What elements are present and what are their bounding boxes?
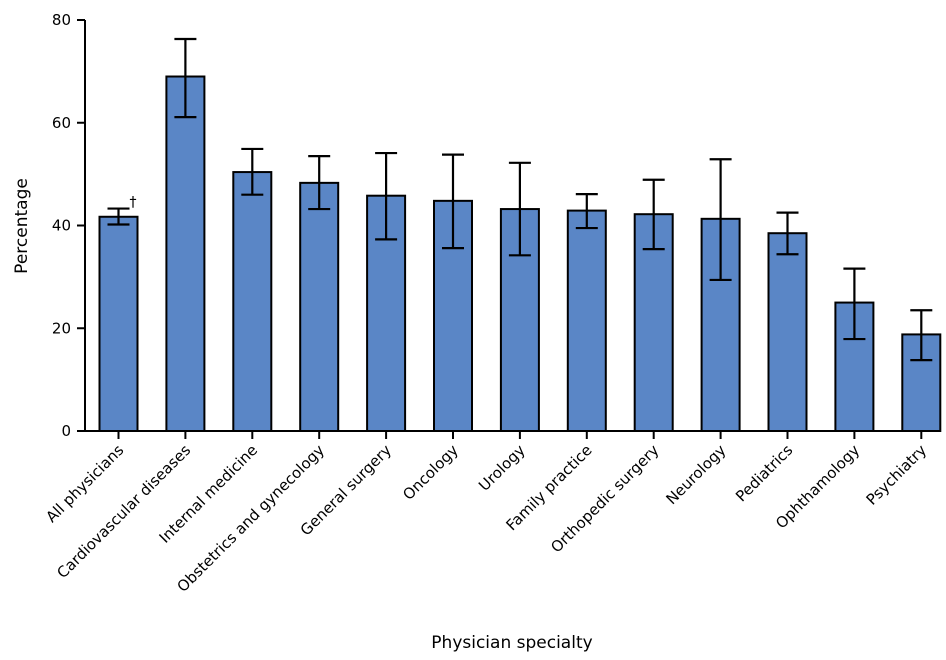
x-tick-label: Oncology xyxy=(399,441,462,504)
bar xyxy=(299,181,340,432)
error-bar xyxy=(642,178,665,251)
y-tick-label: 0 xyxy=(61,422,71,440)
error-bar xyxy=(174,37,197,119)
bar xyxy=(165,75,206,432)
y-tick-label: 20 xyxy=(52,319,71,337)
error-bar xyxy=(308,155,331,211)
annotations-group: † xyxy=(130,195,137,211)
y-tick-label: 60 xyxy=(52,114,71,132)
x-tick-label: Pediatrics xyxy=(732,441,796,505)
y-tick-label: 80 xyxy=(52,11,71,29)
error-bar xyxy=(375,151,398,241)
bar xyxy=(98,215,139,432)
x-tick-label: Neurology xyxy=(662,441,729,508)
error-bar xyxy=(776,211,799,256)
annotation-dagger: † xyxy=(130,195,137,211)
y-axis: 0 20 40 60 80 xyxy=(52,11,86,440)
error-bar xyxy=(508,161,531,257)
bar xyxy=(232,171,273,432)
error-bar xyxy=(709,158,732,282)
bar xyxy=(767,232,808,432)
y-axis-title: Percentage xyxy=(12,178,32,274)
error-bar xyxy=(241,147,264,196)
y-tick-label: 40 xyxy=(52,217,71,235)
error-bar xyxy=(843,267,866,341)
error-bars-group xyxy=(107,37,933,362)
x-tick-label: Urology xyxy=(475,441,529,495)
error-bar xyxy=(107,207,130,226)
error-bar xyxy=(910,309,933,362)
x-tick-label: Cardiovascular diseases xyxy=(53,441,194,582)
error-bar xyxy=(442,153,464,250)
x-tick-label: Psychiatry xyxy=(863,441,931,509)
bar xyxy=(566,209,607,432)
x-axis-title: Physician specialty xyxy=(431,633,592,653)
error-bar xyxy=(575,193,598,230)
